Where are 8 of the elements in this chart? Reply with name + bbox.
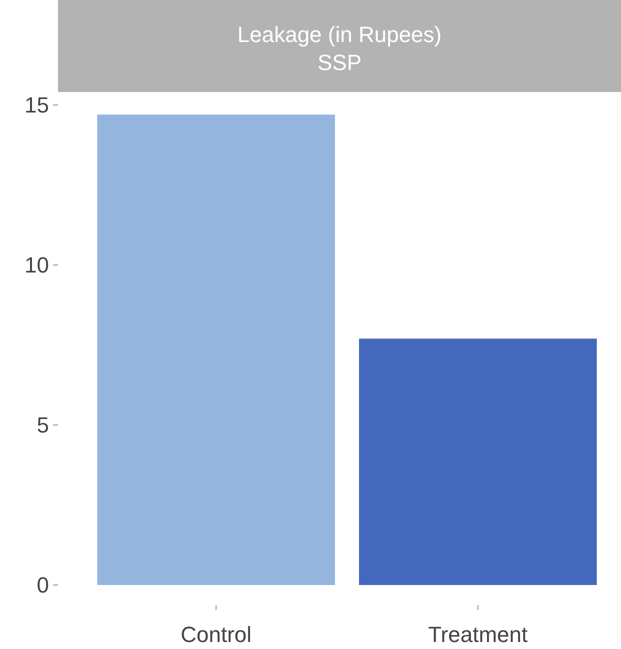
y-tick-label: 10 [24,252,49,278]
chart-title: Leakage (in Rupees) [237,22,442,47]
y-tick-label: 15 [24,92,49,118]
y-tick-label: 5 [36,412,49,438]
chart-subtitle: SSP [317,50,362,75]
x-tick-label: Control [180,622,252,647]
x-tick-label: Treatment [428,622,528,647]
y-tick-label: 0 [36,572,49,598]
